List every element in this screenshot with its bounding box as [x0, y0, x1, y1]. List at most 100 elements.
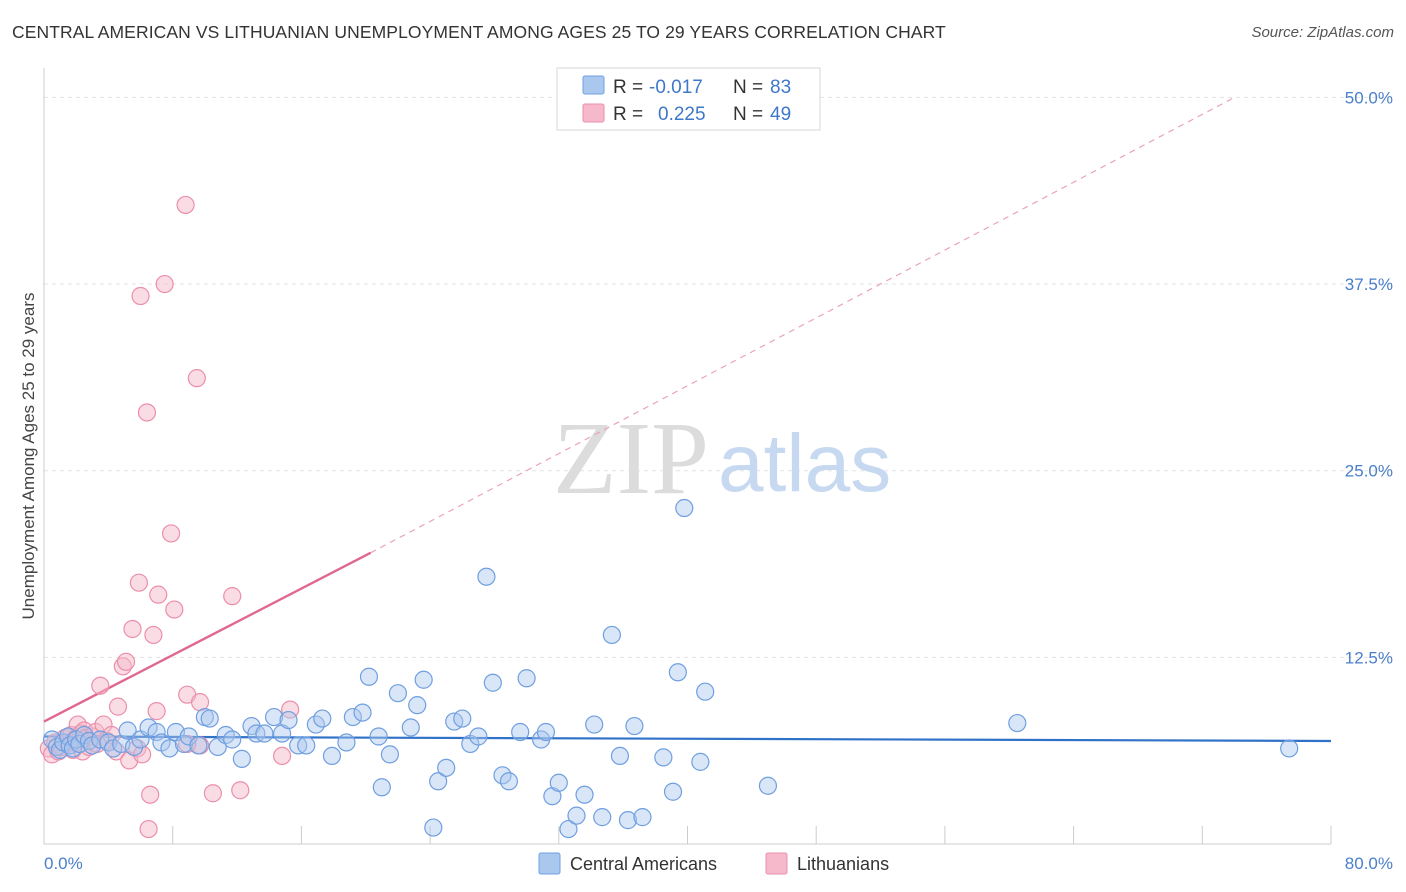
x-tick-label-max: 80.0%: [1345, 854, 1393, 873]
lithuanians-point: [123, 619, 142, 639]
central-americans-points: [42, 498, 1299, 839]
lithuanians-point: [141, 785, 160, 804]
y-tick-label: 12.5%: [1345, 648, 1393, 667]
axes: [43, 68, 1332, 845]
y-tick-label: 37.5%: [1345, 275, 1393, 294]
legend-r-label-blue: R =: [613, 77, 643, 98]
central-americans-point: [585, 715, 604, 734]
lithuanians-point: [231, 781, 250, 800]
central-americans-point: [477, 567, 496, 586]
central-americans-point: [567, 806, 586, 825]
legend-n-value-blue: 83: [770, 77, 791, 98]
y-tick-labels: 12.5% 25.0% 37.5% 50.0%: [1345, 88, 1393, 667]
central-americans-point: [602, 625, 621, 645]
lithuanians-point: [131, 286, 150, 306]
lithuanians-trend-extension: [370, 96, 1235, 554]
central-americans-point: [668, 663, 687, 682]
central-americans-point: [593, 808, 612, 827]
central-americans-point: [223, 730, 242, 749]
central-americans-point: [388, 684, 408, 703]
central-americans-point: [124, 737, 144, 757]
central-americans-point: [483, 673, 502, 692]
central-americans-point: [758, 776, 778, 795]
legend-n-label-pink: N =: [733, 104, 763, 125]
central-americans-point: [337, 733, 356, 752]
central-americans-point: [369, 727, 388, 746]
legend-swatch-pink: [582, 103, 605, 123]
lithuanians-point: [187, 369, 206, 388]
central-americans-point: [675, 498, 694, 518]
chart-title: CENTRAL AMERICAN VS LITHUANIAN UNEMPLOYM…: [12, 22, 946, 42]
series-swatch-central-americans: [538, 852, 561, 875]
central-americans-point: [437, 758, 456, 777]
central-americans-trend-line: [43, 735, 1332, 743]
central-americans-point: [536, 722, 556, 742]
central-americans-point: [353, 703, 372, 722]
central-americans-point: [559, 819, 578, 839]
central-americans-point: [118, 721, 137, 740]
central-americans-point: [408, 696, 427, 715]
central-americans-point: [414, 670, 433, 689]
lithuanians-point: [144, 625, 163, 645]
watermark: ZIP atlas: [553, 401, 891, 516]
series-label-lithuanians: Lithuanians: [797, 854, 889, 874]
central-americans-point: [663, 782, 683, 801]
central-americans-point: [610, 746, 630, 766]
central-americans-point: [279, 710, 298, 730]
central-americans-point: [625, 716, 644, 736]
lithuanians-point: [137, 403, 157, 422]
lithuanians-point: [108, 697, 128, 716]
central-americans-point: [297, 736, 316, 755]
central-americans-point: [372, 778, 391, 797]
central-americans-point: [424, 818, 443, 837]
legend-r-label-pink: R =: [613, 104, 643, 125]
lithuanians-point: [203, 784, 223, 803]
central-americans-point: [696, 682, 715, 701]
source-label: Source: ZipAtlas.com: [1251, 24, 1394, 41]
lithuanians-point: [223, 587, 242, 606]
central-americans-point: [633, 808, 652, 827]
central-americans-point: [453, 709, 472, 728]
central-americans-point: [1008, 713, 1027, 733]
x-tick-label-min: 0.0%: [44, 854, 83, 873]
lithuanians-point: [165, 600, 184, 619]
watermark-zip: ZIP: [553, 401, 709, 516]
central-americans-point: [654, 748, 673, 767]
lithuanians-point: [272, 746, 292, 766]
y-tick-label: 25.0%: [1345, 462, 1393, 481]
legend-r-value-pink: 0.225: [658, 104, 706, 125]
lithuanians-point: [149, 585, 168, 604]
central-americans-point: [549, 773, 568, 792]
central-americans-point: [232, 749, 251, 768]
legend-swatch-blue: [582, 75, 605, 95]
lithuanians-point: [155, 274, 174, 294]
central-americans-point: [691, 752, 710, 771]
y-axis-label: Unemployment Among Ages 25 to 29 years: [19, 293, 38, 620]
lithuanians-point: [91, 676, 110, 695]
lithuanians-point: [161, 524, 181, 543]
central-americans-point: [200, 709, 219, 728]
central-americans-point: [429, 772, 448, 791]
legend-r-value-blue: -0.017: [649, 77, 703, 98]
central-americans-point: [160, 739, 179, 758]
central-americans-point: [511, 722, 530, 742]
central-americans-point: [264, 707, 284, 727]
central-americans-point: [343, 707, 362, 727]
central-americans-point: [499, 772, 519, 791]
central-americans-point: [189, 736, 208, 755]
central-americans-point: [517, 669, 536, 688]
central-americans-point: [359, 667, 379, 686]
central-americans-point: [469, 727, 488, 746]
central-americans-point: [575, 785, 594, 804]
series-label-central-americans: Central Americans: [570, 854, 717, 874]
central-americans-point: [255, 724, 274, 743]
y-tick-label: 50.0%: [1345, 88, 1393, 107]
grid-lines: [44, 96, 1393, 658]
lithuanians-point: [116, 652, 136, 671]
central-americans-point: [147, 722, 166, 742]
central-americans-point: [1280, 739, 1299, 758]
legend-n-value-pink: 49: [770, 104, 791, 125]
lithuanians-point: [139, 819, 158, 839]
legend-n-label-blue: N =: [733, 77, 763, 98]
